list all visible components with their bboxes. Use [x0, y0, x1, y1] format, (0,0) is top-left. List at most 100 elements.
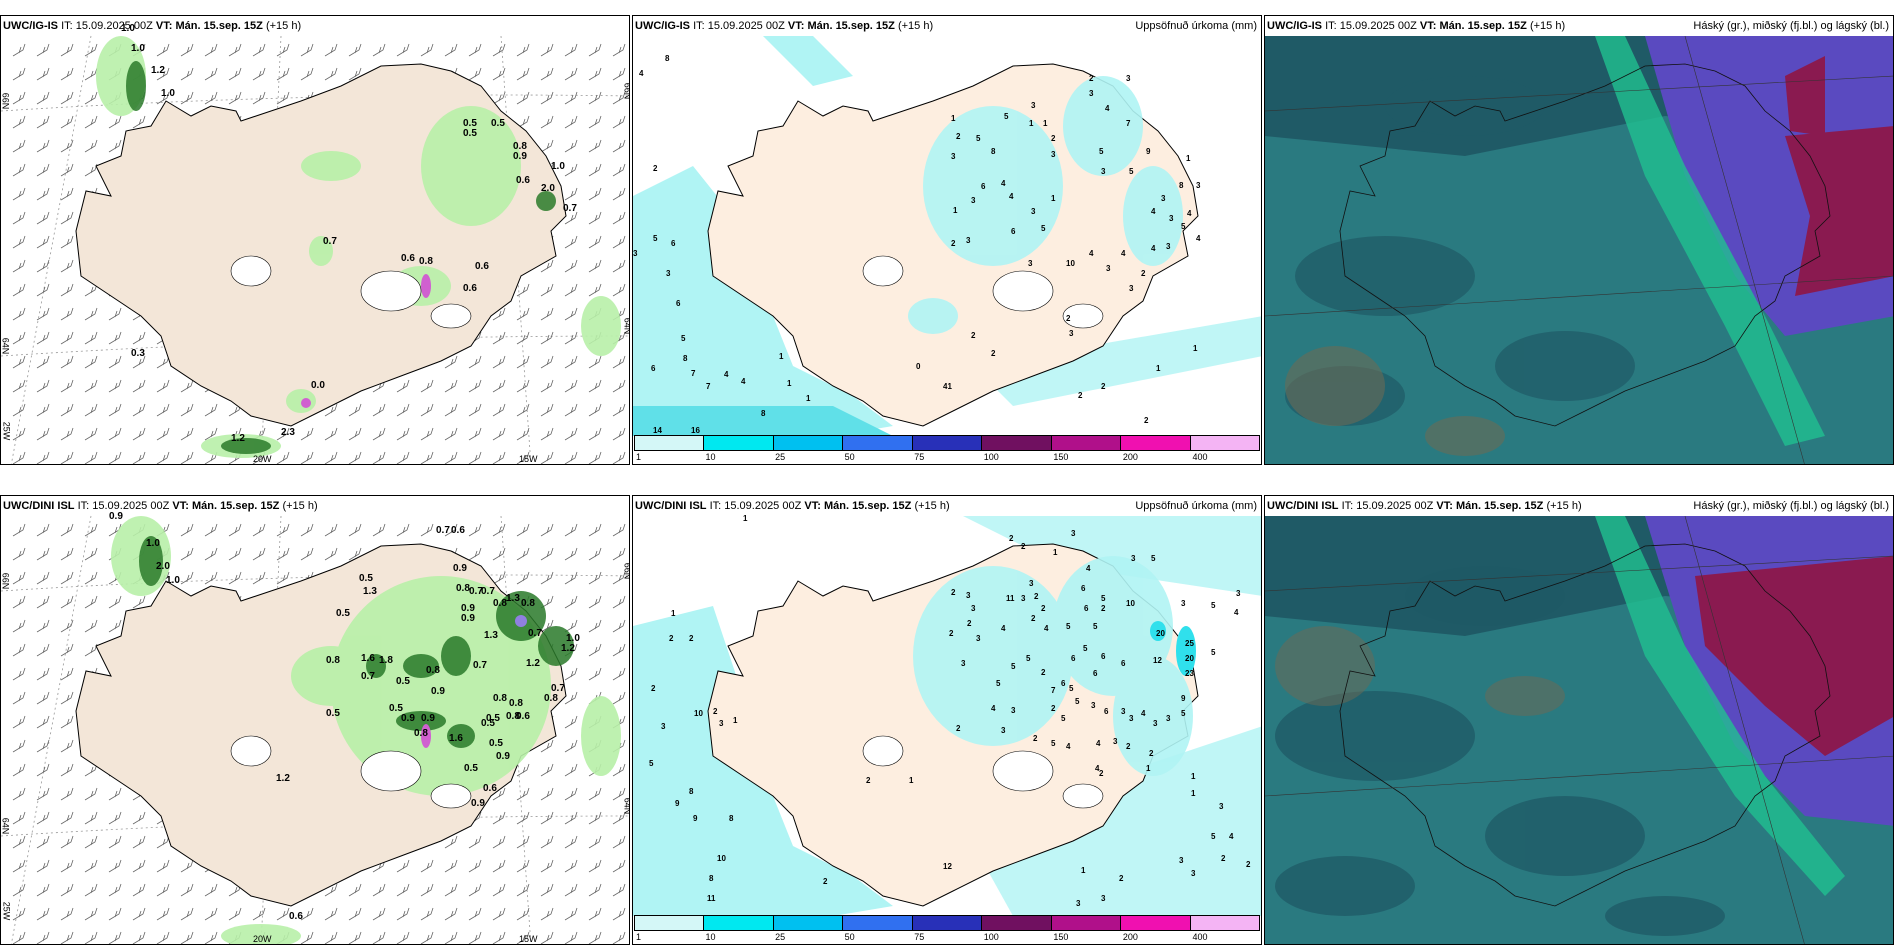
wind-barb [420, 907, 434, 921]
precip-legend-ticks: 1 10 25 50 75 100 150 200 400 [634, 452, 1260, 464]
wind-barb [324, 67, 338, 81]
wind-barb [588, 547, 602, 561]
value-label: 6 [651, 364, 656, 373]
wind-barb [132, 859, 146, 873]
wind-barb [540, 115, 554, 129]
value-label: 10 [694, 709, 703, 718]
wind-barb [588, 355, 602, 369]
it-label: IT: [1341, 500, 1354, 512]
wind-barb [612, 91, 626, 105]
wind-barb [468, 379, 482, 393]
value-label: 2 [1149, 749, 1154, 758]
wind-barb [396, 859, 410, 873]
wind-barb [156, 451, 170, 464]
lon-label: 20W [253, 934, 272, 944]
value-label: 0.7 [551, 683, 565, 694]
wind-barb [12, 379, 26, 393]
wind-barb [612, 139, 626, 153]
value-label: 1 [806, 394, 811, 403]
wind-barb [132, 811, 146, 825]
wind-barb [12, 571, 26, 585]
wind-barb [588, 667, 602, 681]
wind-barb [516, 883, 530, 897]
wind-barb [84, 595, 98, 609]
legend-swatch [635, 436, 705, 450]
value-label: 3 [961, 659, 966, 668]
value-label: 1.6 [449, 733, 463, 744]
value-label: 0 [916, 362, 921, 371]
wind-barb [612, 883, 626, 897]
wind-barb [492, 547, 506, 561]
value-label: 3 [1169, 214, 1174, 223]
value-label: 14 [653, 426, 662, 435]
value-label: 2 [713, 707, 718, 716]
wind-barb [564, 523, 578, 537]
wind-barb [132, 931, 146, 944]
panel-ig-is-precip: UWC/IG-IS IT: 15.09.2025 00Z VT: Mán. 15… [632, 15, 1262, 465]
valid-time: Mán. 15.sep. 15Z [1439, 20, 1527, 32]
vt-label: VT: [1436, 500, 1453, 512]
wind-barb [540, 547, 554, 561]
value-label: 0.8 [521, 598, 535, 609]
wind-barb [156, 355, 170, 369]
wind-barb [12, 211, 26, 225]
value-label: 0.5 [489, 738, 503, 749]
wind-barb [468, 931, 482, 944]
wind-barb [564, 739, 578, 753]
wind-barb [420, 403, 434, 417]
value-label: 1 [909, 776, 914, 785]
legend-swatch [843, 436, 913, 450]
wind-barb [60, 43, 74, 57]
vt-label: VT: [804, 500, 821, 512]
wind-barb [540, 67, 554, 81]
wind-barb [492, 907, 506, 921]
wind-barb [612, 379, 626, 393]
value-label: 3 [1129, 284, 1134, 293]
value-label: 23 [1185, 669, 1194, 678]
lat-label: 66N [0, 572, 11, 590]
wind-barb [60, 355, 74, 369]
wind-barb [324, 427, 338, 441]
value-label: 0.6 [289, 911, 303, 922]
value-label: 1 [779, 352, 784, 361]
wind-barb [252, 907, 266, 921]
value-label: 5 [1211, 832, 1216, 841]
wind-barb [492, 859, 506, 873]
wind-barb [516, 283, 530, 297]
legend-swatch [1121, 436, 1191, 450]
wind-barb [588, 907, 602, 921]
value-label: 2 [1021, 542, 1026, 551]
value-label: 4 [1187, 209, 1192, 218]
wind-barb [204, 67, 218, 81]
wind-barb [36, 883, 50, 897]
it-label: IT: [693, 20, 705, 32]
wind-barb [444, 907, 458, 921]
wind-barb [540, 427, 554, 441]
value-label: 6 [1093, 669, 1098, 678]
value-label: 4 [1229, 832, 1234, 841]
wind-map: 1.01.01.21.00.50.50.50.80.91.00.62.00.70… [1, 23, 629, 464]
wind-barb [540, 907, 554, 921]
value-label: 0.5 [486, 713, 500, 724]
wind-barb [372, 427, 386, 441]
value-label: 1.3 [363, 586, 377, 597]
legend-tick: 50 [844, 452, 855, 462]
value-label: 3 [966, 236, 971, 245]
wind-barb [516, 379, 530, 393]
value-label: 11 [707, 894, 716, 903]
wind-barb [492, 931, 506, 944]
wind-barb [540, 571, 554, 585]
wind-barb [588, 619, 602, 633]
value-label: 0.6 [516, 175, 530, 186]
wind-barb [492, 355, 506, 369]
wind-barb [60, 763, 74, 777]
value-label: 5 [1061, 714, 1066, 723]
wind-barb [564, 883, 578, 897]
wind-barb [36, 931, 50, 944]
wind-barb [588, 883, 602, 897]
value-label: 1 [1081, 866, 1086, 875]
value-label: 0.5 [359, 573, 373, 584]
wind-barb [36, 355, 50, 369]
wind-barb [12, 811, 26, 825]
value-label: 4 [1105, 104, 1110, 113]
